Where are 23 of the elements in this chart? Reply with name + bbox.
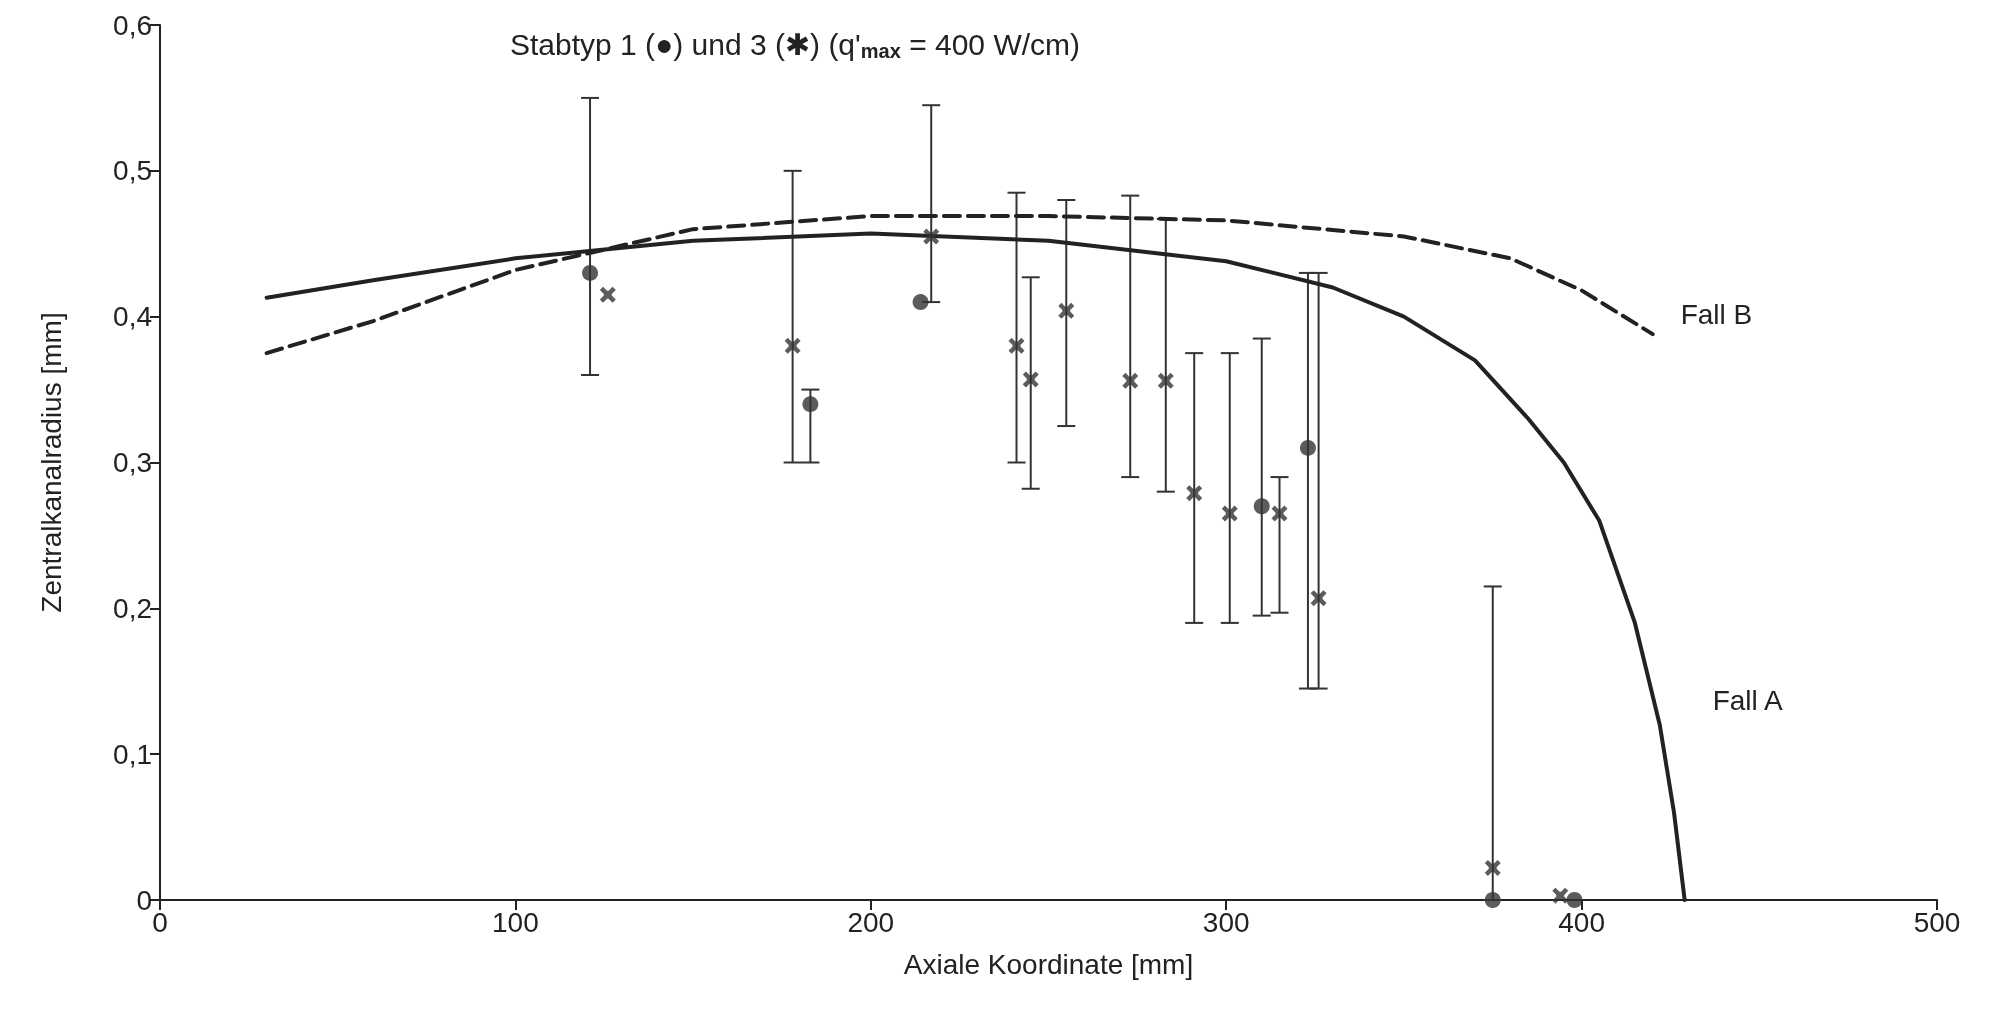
y-tick-label: 0,3 — [113, 447, 152, 478]
x-tick-label: 200 — [847, 906, 895, 938]
point — [802, 396, 819, 413]
y-tick-label: 0,5 — [113, 155, 152, 187]
x-tick-label: 100 — [492, 906, 539, 938]
y-tick-label: 0 — [136, 884, 152, 916]
y-axis-title: Zentralkanalradius [mm] — [35, 312, 67, 613]
y-tick-label: 0,1 — [113, 738, 152, 770]
x-axis-title: Axiale Koordinate [mm] — [903, 948, 1194, 980]
point — [1253, 498, 1270, 515]
point — [1299, 439, 1316, 456]
series-label: Fall A — [1712, 684, 1784, 716]
point — [582, 264, 599, 281]
point — [1484, 892, 1501, 908]
y-tick-label: 0,4 — [113, 301, 152, 333]
x-tick-label: 500 — [1913, 906, 1961, 938]
x-tick-label: 400 — [1558, 906, 1605, 938]
x-tick-label: 300 — [1202, 906, 1250, 938]
series-label: Fall B — [1680, 298, 1753, 330]
point — [1566, 892, 1583, 908]
y-tick-label: 0,2 — [113, 592, 152, 624]
y-tick-label: 0,6 — [113, 9, 152, 41]
point — [912, 294, 929, 311]
